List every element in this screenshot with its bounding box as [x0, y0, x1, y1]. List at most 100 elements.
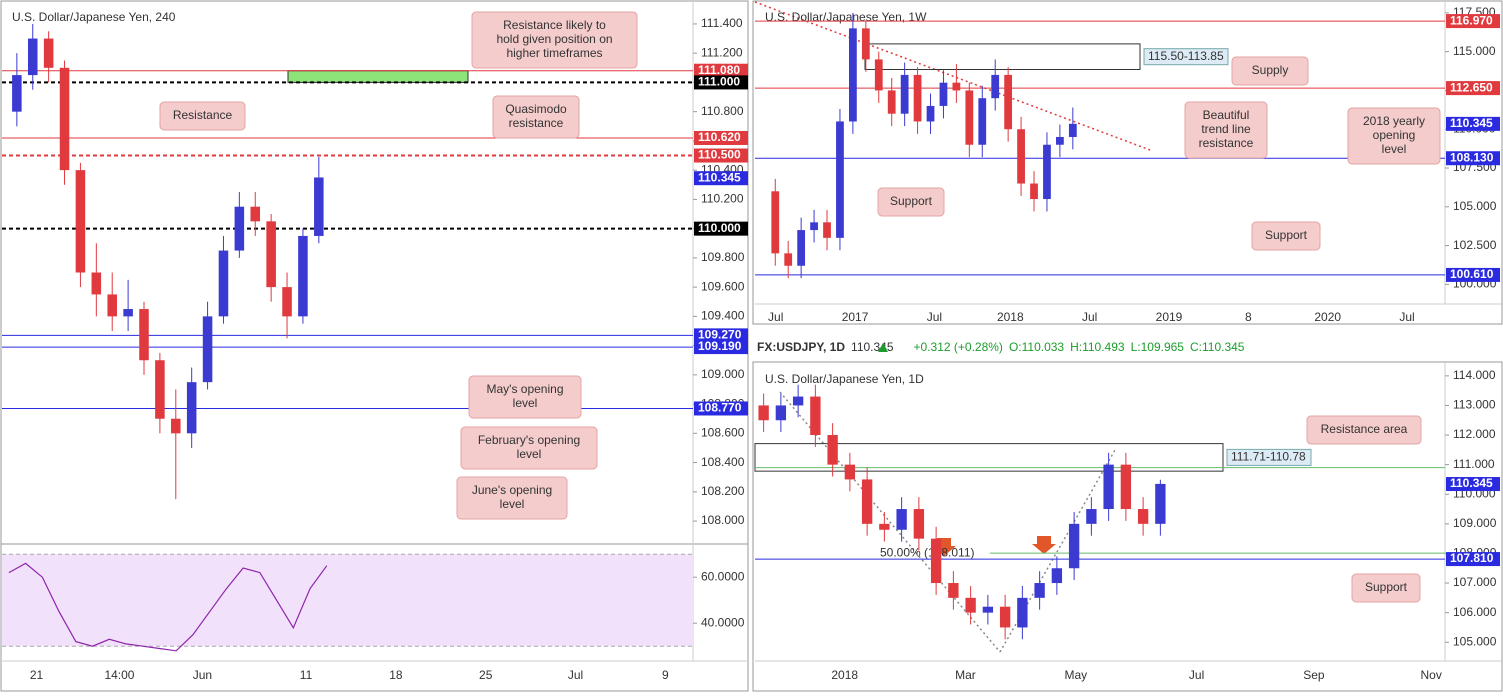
candle-body	[1051, 568, 1063, 584]
x-tick-label: May	[1065, 668, 1088, 682]
candle-body	[758, 405, 769, 421]
price-tag-label: 111.000	[698, 75, 740, 89]
candle-body	[844, 464, 856, 480]
x-tick-label: Jun	[193, 668, 212, 682]
price-tag-label: 110.620	[698, 130, 741, 144]
candle-body	[887, 90, 896, 114]
price-tag-label: 109.190	[698, 339, 742, 353]
x-tick-label: 2018	[997, 310, 1024, 324]
x-tick-label: 25	[479, 668, 493, 682]
callout-box	[1351, 573, 1421, 603]
candle-body	[823, 222, 831, 238]
price-tag	[694, 148, 748, 163]
y-tick-label: 109.000	[1453, 516, 1497, 530]
callout-box	[1347, 107, 1441, 165]
zone	[754, 443, 1224, 472]
price-tag-label: 109.270	[698, 328, 742, 342]
candle-body	[1155, 483, 1166, 524]
candle-body	[861, 479, 873, 524]
chart-title: U.S. Dollar/Japanese Yen, 1D	[765, 372, 924, 386]
candle-body	[900, 74, 909, 114]
zone	[287, 70, 469, 83]
zone-tag	[1143, 48, 1229, 66]
callout-text: June's opening level	[472, 483, 552, 511]
y-tick-label: 111.200	[701, 45, 743, 59]
x-tick-label: Jul	[1189, 668, 1204, 682]
callout-box	[492, 95, 580, 139]
x-tick-label: Nov	[1421, 668, 1442, 682]
candle-body	[797, 230, 806, 266]
y-tick-label: 60.0000	[701, 569, 745, 583]
zone-label: 111.71-110.78	[1231, 450, 1306, 464]
candle-body	[107, 294, 117, 317]
chart-title: U.S. Dollar/Japanese Yen, 240	[12, 10, 176, 24]
callout-text: February's opening level	[478, 433, 580, 461]
candle-body	[27, 38, 38, 76]
price-tag-label: 108.130	[1450, 150, 1494, 164]
candle-body	[171, 418, 181, 434]
callout-text: Support	[890, 194, 933, 208]
x-tick-label: Sep	[1303, 668, 1325, 682]
callout-text: Support	[1265, 228, 1308, 242]
price-tag	[1446, 267, 1500, 282]
price-tag-label: 110.500	[698, 148, 741, 162]
candle-body	[59, 67, 70, 171]
candle-body	[896, 509, 907, 530]
price-tag-label: 108.770	[698, 401, 742, 415]
candle-body	[1086, 509, 1097, 524]
chart-title: U.S. Dollar/Japanese Yen, 1W	[765, 10, 927, 24]
candle-body	[810, 396, 821, 436]
header-high: H:110.493	[1070, 340, 1125, 354]
y-tick-label: 108.400	[701, 455, 745, 469]
x-tick-label: Jul	[568, 668, 583, 682]
x-tick-label: 14:00	[104, 668, 134, 682]
callout-box	[1251, 221, 1321, 251]
price-tag	[694, 63, 748, 78]
candle-body	[186, 382, 197, 434]
price-tag	[694, 401, 748, 416]
x-tick-label: 2020	[1314, 310, 1341, 324]
candle-body	[12, 75, 22, 112]
candle-body	[250, 206, 261, 222]
x-tick-label: Jul	[1399, 310, 1414, 324]
price-tag	[1446, 14, 1500, 29]
candle-body	[1068, 123, 1077, 137]
candle-body	[930, 538, 942, 584]
x-tick-label: Mar	[955, 668, 976, 682]
candle-body	[91, 272, 102, 295]
y-tick-label: 108.200	[701, 484, 745, 498]
candle-body	[861, 28, 870, 60]
x-tick-label: 2018	[831, 668, 858, 682]
header-symbol: FX:USDJPY, 1D	[757, 340, 845, 354]
price-tag-label: 110.345	[698, 170, 741, 184]
price-tag-label: 116.970	[1450, 13, 1493, 27]
header-low: L:109.965	[1131, 340, 1185, 354]
y-tick-label: 105.000	[1453, 634, 1497, 648]
y-tick-label: 111.000	[1453, 457, 1495, 471]
candle-body	[1034, 583, 1045, 598]
price-tag-label: 111.080	[698, 63, 740, 77]
candle-body	[948, 583, 959, 598]
candle-body	[1043, 144, 1051, 200]
y-tick-label: 112.000	[1453, 427, 1496, 441]
price-tag-label: 110.345	[1450, 116, 1493, 130]
candle-body	[784, 253, 793, 266]
callout-text: 2018 yearly opening level	[1363, 114, 1425, 156]
candle-body	[155, 360, 165, 419]
candle-body	[234, 206, 245, 251]
candle-body	[913, 509, 925, 539]
candle-body	[965, 90, 974, 145]
zone-label: 115.50-113.85	[1148, 49, 1224, 63]
header-change: +0.312 (+0.28%)	[914, 340, 1003, 354]
callout-box	[456, 476, 568, 520]
price-tag	[1446, 151, 1500, 166]
candle-body	[1030, 183, 1038, 200]
candle-body	[810, 222, 818, 231]
y-tick-label: 109.000	[701, 367, 745, 381]
callout-text: Beautiful trend line resistance	[1199, 108, 1254, 150]
header-close: C:110.345	[1190, 340, 1245, 354]
candle-body	[298, 235, 308, 317]
x-tick-label: 11	[300, 668, 313, 682]
candle-body	[75, 170, 86, 273]
x-tick-label: 2019	[1156, 310, 1183, 324]
